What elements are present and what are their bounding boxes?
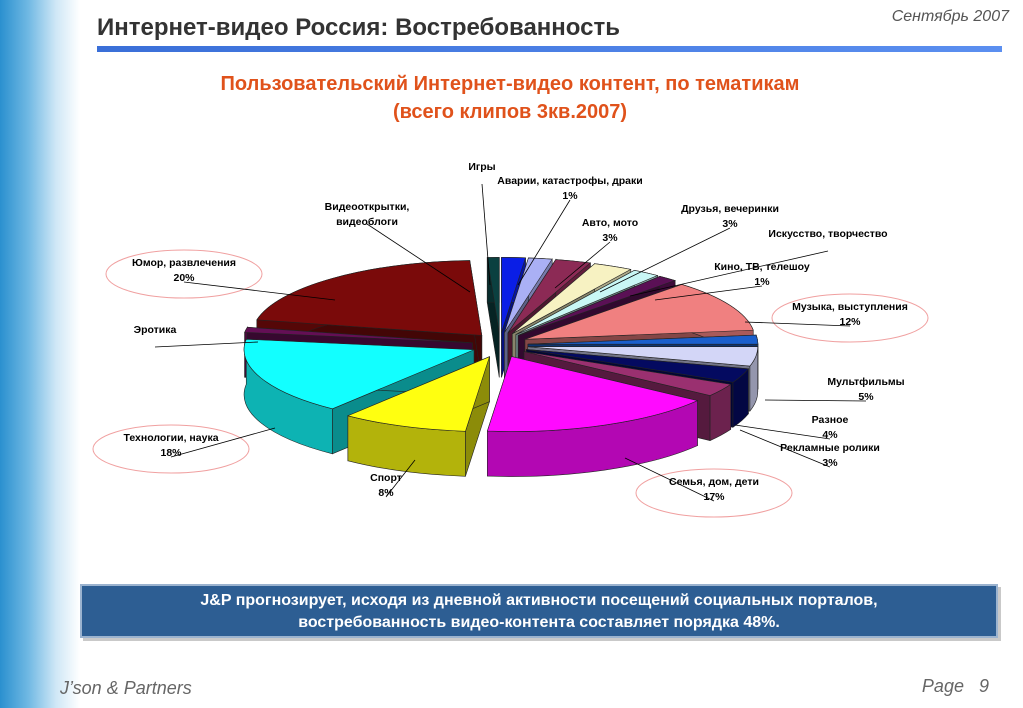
slice-label: Искусство, творчество <box>768 228 887 240</box>
pie-slice-8 <box>527 346 759 367</box>
slice-percent: 3% <box>722 218 738 230</box>
slice-label: Авто, мото <box>582 217 638 229</box>
pie-slice-12 <box>346 356 490 432</box>
label-highlight-ellipse <box>92 424 250 474</box>
slice-label: Рекламные ролики <box>780 442 880 454</box>
slice-percent: 17% <box>703 491 725 503</box>
leader-line <box>154 341 259 348</box>
chart-title-line2: (всего клипов 3кв.2007) <box>392 101 628 123</box>
page-indicator: Page 9 <box>922 676 989 697</box>
pie-slice-10 <box>523 351 732 396</box>
slice-label: Видеооткрытки, <box>325 201 410 213</box>
pie-slice-5 <box>518 276 677 336</box>
slice-percent: 4% <box>822 429 838 441</box>
slide-date: Сентябрь 2007 <box>891 8 1009 25</box>
slice-label: Технологии, наука <box>123 432 218 444</box>
page-label: Page <box>921 676 964 696</box>
leader-line <box>739 429 831 468</box>
slice-percent: 12% <box>839 316 861 328</box>
pie-slice-15 <box>256 260 483 336</box>
slice-label: Эротика <box>134 324 177 336</box>
slice-label: Друзья, вечеринки <box>681 203 779 215</box>
leader-line <box>385 459 416 498</box>
slice-percent: 3% <box>822 457 838 469</box>
pie-slice-13 <box>243 338 475 410</box>
company-name: J’son & Partners <box>60 678 192 698</box>
pie-slice-14 <box>244 326 473 344</box>
pie-slice-16 <box>486 257 500 333</box>
slice-percent: 20% <box>173 272 195 284</box>
slice-label: Спорт <box>370 472 402 484</box>
slice-percent: 1% <box>754 276 770 288</box>
forecast-note-line2: востребованность видео-контента составля… <box>298 614 780 631</box>
leader-line <box>629 250 829 297</box>
chart-title-line1: Пользовательский Интернет-видео контент,… <box>220 73 800 95</box>
leader-line <box>183 281 336 301</box>
leader-line <box>170 427 276 458</box>
pie-slice-2 <box>507 259 592 334</box>
leader-line <box>624 457 715 502</box>
label-highlight-ellipse <box>105 249 263 299</box>
leader-line <box>654 285 763 301</box>
slice-label: Разное <box>812 414 849 426</box>
slice-label: Аварии, катастрофы, драки <box>497 175 642 187</box>
leader-line <box>481 183 491 286</box>
slice-label: Юмор, развлечения <box>132 257 236 269</box>
leader-line <box>734 424 831 440</box>
pie-slice-11 <box>486 356 699 432</box>
title-divider <box>97 46 1002 52</box>
forecast-note: J&P прогнозирует, исходя из дневной акти… <box>80 584 998 638</box>
slice-percent: 3% <box>602 232 618 244</box>
slice-label: Кино, ТВ, телешоу <box>714 261 810 273</box>
pie-slice-3 <box>512 263 632 334</box>
forecast-note-line1: J&P прогнозирует, исходя из дневной акти… <box>200 592 878 609</box>
leader-line <box>764 399 867 402</box>
slice-percent: 18% <box>160 447 182 459</box>
slice-label: Музыка, выступления <box>792 301 908 313</box>
chart-title: Пользовательский Интернет-видео контент,… <box>80 70 940 126</box>
label-highlight-ellipse <box>635 468 793 518</box>
leader-line <box>366 223 471 293</box>
slice-label: видеоблоги <box>336 216 398 228</box>
label-highlight-ellipse <box>771 293 929 343</box>
slice-percent: 5% <box>858 391 874 403</box>
leader-line <box>554 241 611 289</box>
slice-percent: 8% <box>378 487 394 499</box>
left-gradient-band <box>0 0 80 708</box>
slice-label: Мультфильмы <box>827 376 904 388</box>
pie-slice-6 <box>524 284 754 340</box>
pie-slice-7 <box>527 334 759 345</box>
leader-line <box>599 227 731 293</box>
slice-percent: 1% <box>562 190 578 202</box>
slide-title: Интернет-видео Россия: Востребованность <box>97 14 620 41</box>
pie-slice-9 <box>526 349 749 383</box>
pie-slice-4 <box>515 270 659 335</box>
slice-label: Семья, дом, дети <box>669 476 759 488</box>
leader-line <box>517 199 571 286</box>
leader-line <box>744 321 851 327</box>
page-number: 9 <box>978 676 989 696</box>
pie-slice-1 <box>504 257 553 333</box>
pie-slice-0 <box>501 257 526 333</box>
slice-label: Игры <box>468 161 495 173</box>
